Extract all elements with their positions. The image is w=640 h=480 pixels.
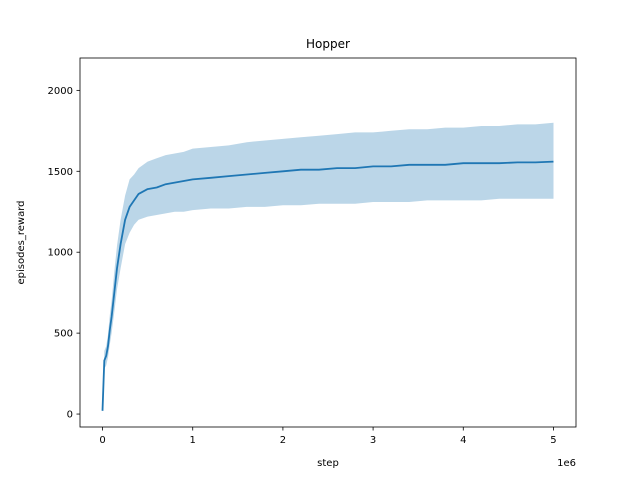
confidence-band	[102, 122, 554, 412]
y-axis: 0 500 1000 1500 2000	[48, 86, 80, 421]
y-tick-label: 500	[54, 329, 73, 340]
x-axis-label: step	[317, 458, 339, 469]
axes-frame	[79, 57, 577, 428]
y-tick-label: 1500	[48, 167, 73, 178]
x-axis: 0 1 2 3 4 5	[99, 427, 557, 446]
y-axis-label: episodes_reward	[16, 201, 27, 285]
x-axis-offset-label: 1e6	[557, 458, 576, 469]
y-tick-label: 0	[67, 410, 73, 421]
series-line	[101, 160, 554, 411]
x-tick-label: 1	[190, 435, 196, 446]
x-tick-label: 0	[99, 435, 105, 446]
x-tick-label: 3	[370, 435, 376, 446]
x-tick-label: 5	[550, 435, 556, 446]
x-tick-label: 4	[460, 435, 466, 446]
chart-title: Hopper	[306, 37, 350, 51]
y-tick-label: 1000	[48, 248, 73, 259]
x-tick-label: 2	[280, 435, 286, 446]
plot-content	[101, 122, 554, 412]
y-tick-label: 2000	[48, 86, 73, 97]
